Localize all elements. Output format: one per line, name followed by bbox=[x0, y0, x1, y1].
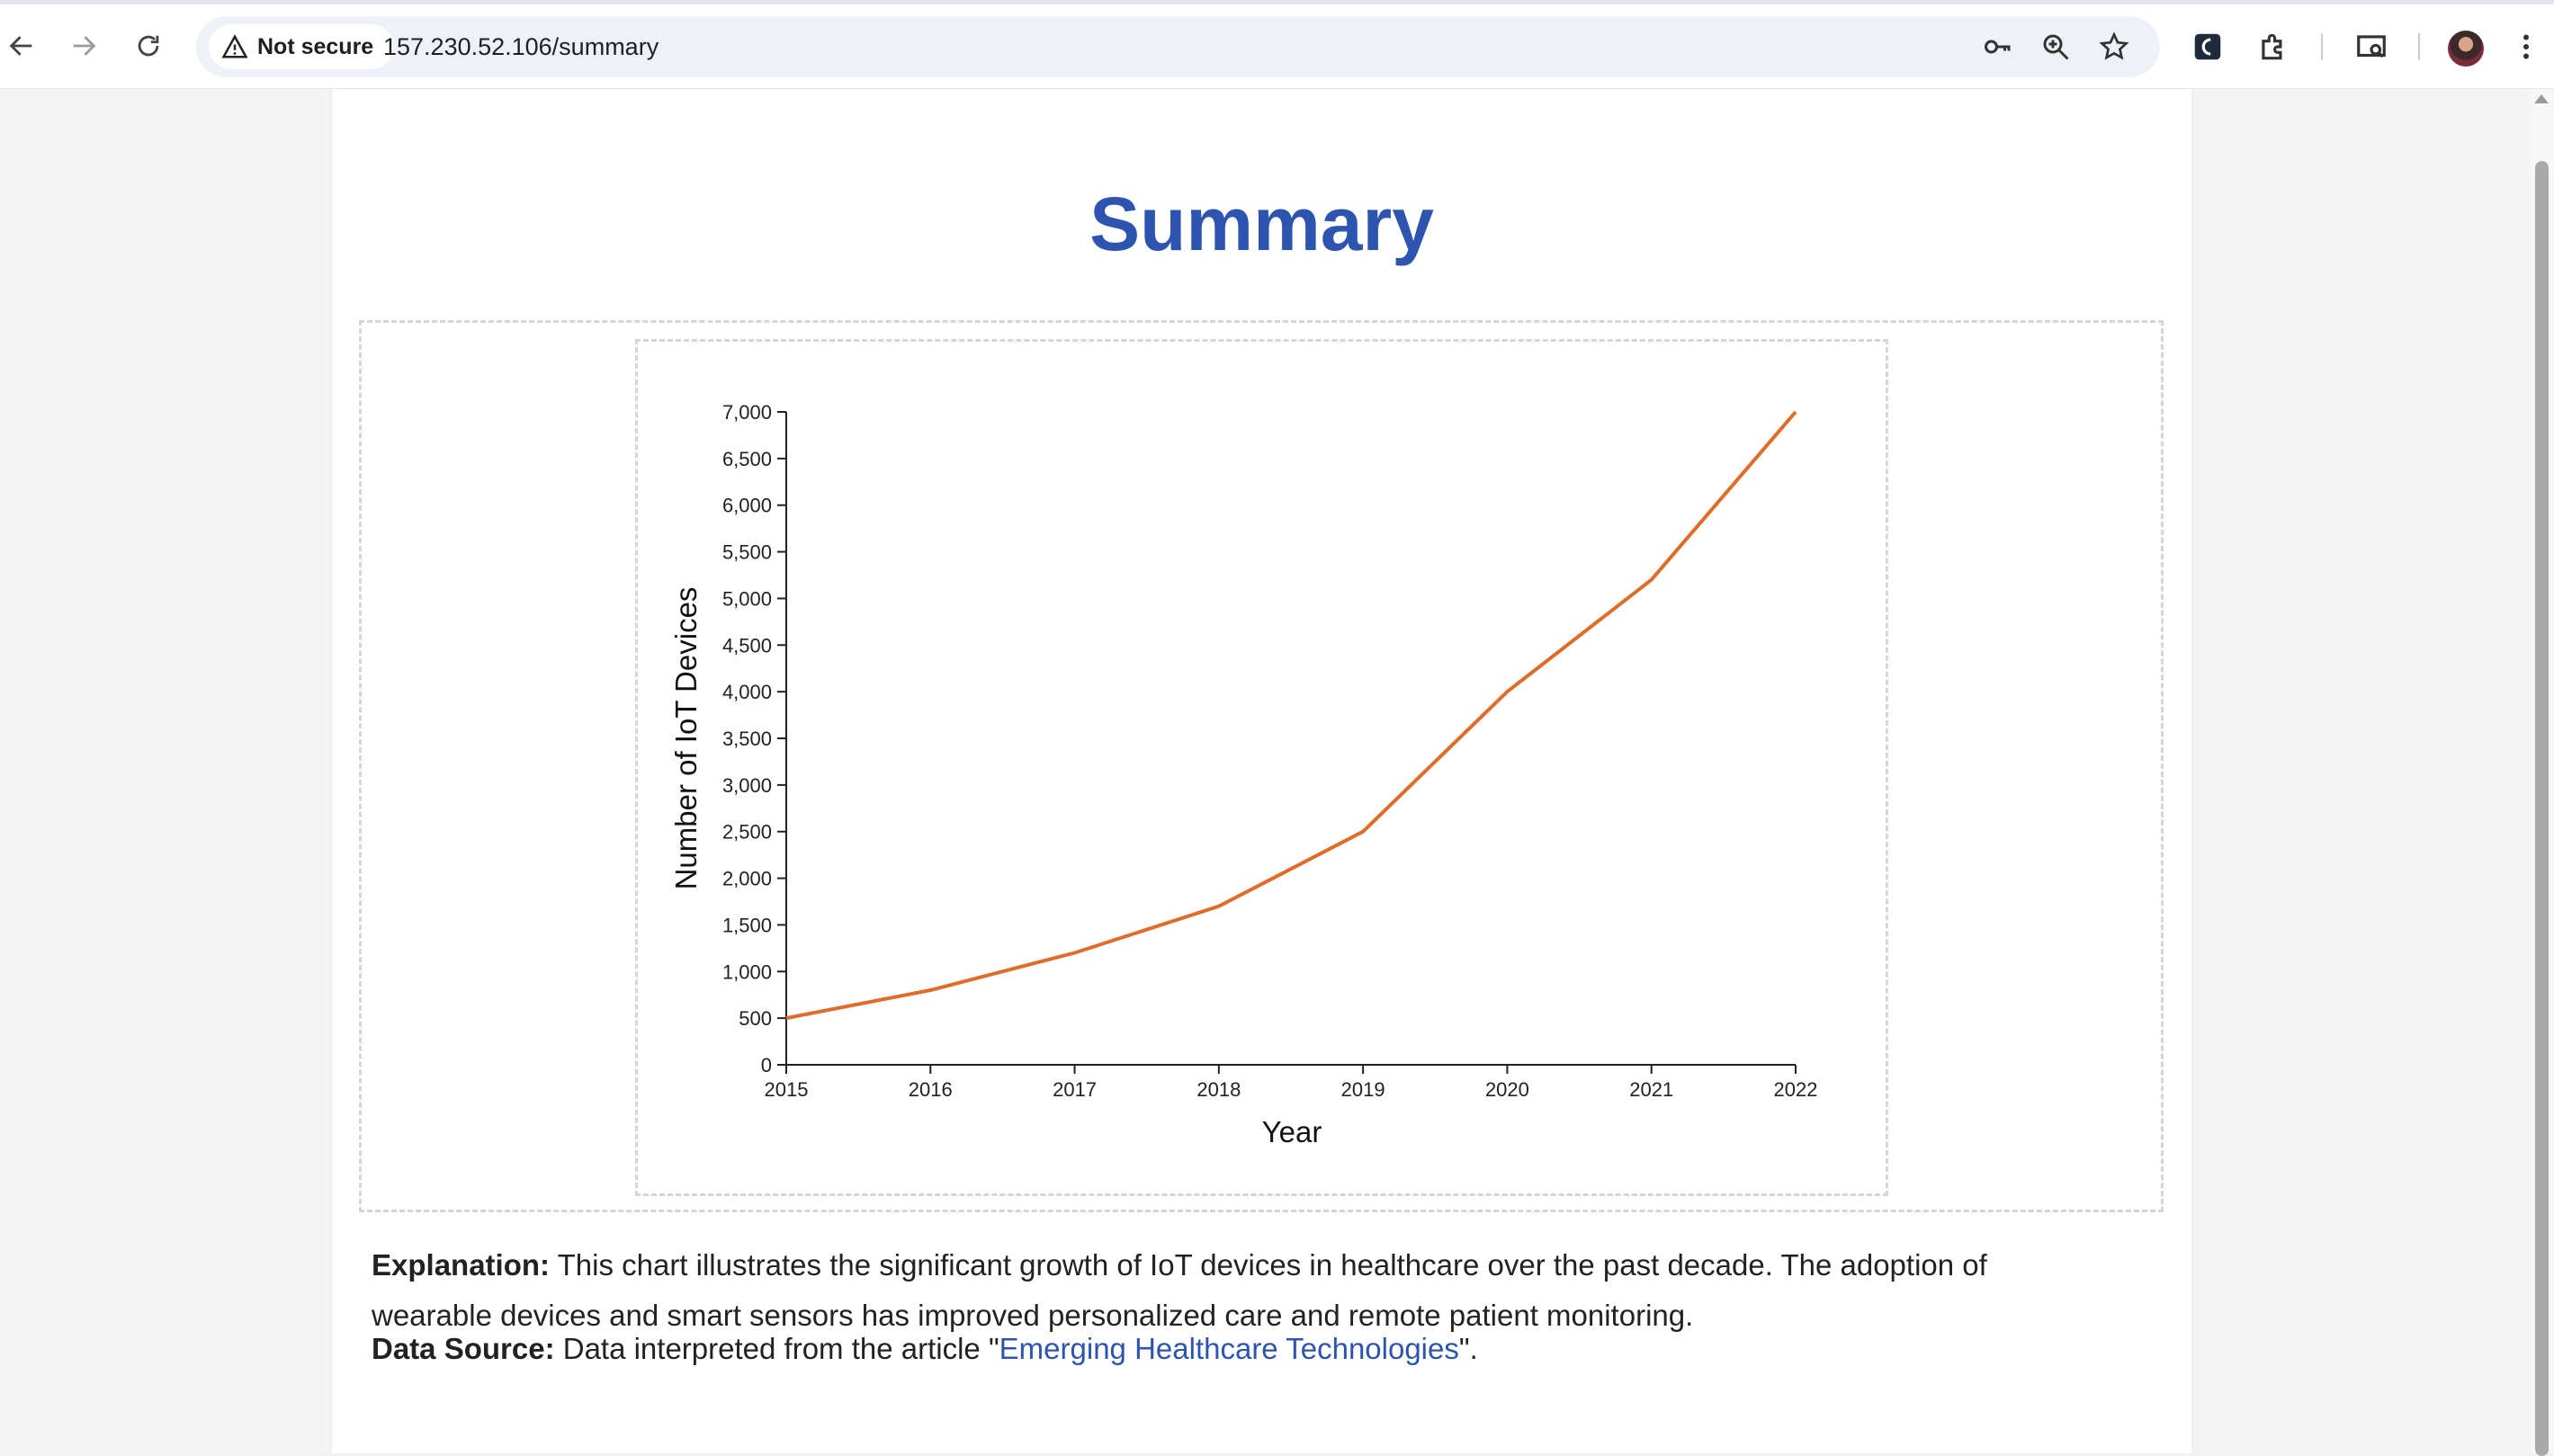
scroll-up-arrow-icon[interactable] bbox=[2534, 94, 2549, 103]
forward-button[interactable] bbox=[62, 24, 105, 67]
data-source-prefix: Data interpreted from the article " bbox=[554, 1332, 999, 1365]
y-tick-label: 0 bbox=[761, 1054, 772, 1076]
data-source-label: Data Source: bbox=[372, 1332, 555, 1365]
explanation-paragraph: Explanation: This chart illustrates the … bbox=[372, 1240, 1987, 1341]
x-tick-label: 2017 bbox=[1053, 1078, 1097, 1101]
page-scrollbar[interactable] bbox=[2530, 89, 2554, 1456]
browser-menu-button[interactable] bbox=[2510, 27, 2542, 67]
tab-search-button[interactable] bbox=[2352, 27, 2391, 67]
x-axis-label: Year bbox=[1262, 1115, 1322, 1148]
x-tick-label: 2022 bbox=[1774, 1078, 1818, 1101]
y-tick-label: 3,000 bbox=[722, 774, 772, 797]
toolbar-separator-2 bbox=[2418, 33, 2420, 60]
y-tick-label: 4,500 bbox=[722, 634, 772, 657]
reload-icon bbox=[138, 35, 159, 57]
zoom-in-icon bbox=[2043, 34, 2069, 60]
browser-toolbar: Not secure 157.230.52.106/summary bbox=[0, 4, 2554, 89]
y-tick-label: 5,500 bbox=[722, 541, 772, 564]
password-key-button[interactable] bbox=[1980, 29, 2016, 65]
security-label: Not secure bbox=[257, 33, 374, 59]
puzzle-icon bbox=[2262, 33, 2282, 60]
data-source-paragraph: Data Source: Data interpreted from the a… bbox=[372, 1324, 1478, 1374]
chart-outer-container bbox=[359, 320, 2164, 1212]
explanation-label: Explanation: bbox=[372, 1248, 551, 1282]
chart-inner-container bbox=[635, 339, 1888, 1196]
extension-app-icon bbox=[2194, 33, 2221, 60]
x-tick-label: 2020 bbox=[1485, 1078, 1529, 1101]
source-article-link[interactable]: Emerging Healthcare Technologies bbox=[999, 1332, 1459, 1365]
kebab-menu-icon bbox=[2523, 34, 2529, 59]
x-tick-label: 2015 bbox=[765, 1078, 809, 1101]
y-tick-label: 1,000 bbox=[722, 960, 772, 983]
key-icon bbox=[1985, 40, 2011, 54]
site-security-chip[interactable]: Not secure bbox=[209, 24, 394, 69]
star-icon bbox=[2099, 31, 2129, 60]
y-tick-label: 4,000 bbox=[722, 681, 772, 703]
x-tick-label: 2016 bbox=[909, 1078, 953, 1101]
y-tick-label: 5,000 bbox=[722, 587, 772, 610]
back-button[interactable] bbox=[0, 24, 43, 67]
extensions-button[interactable] bbox=[2254, 27, 2293, 67]
content-card: Summary 0 500 1,000 1,500 2,000 2,500 3,000 3,5… bbox=[332, 89, 2191, 1453]
y-axis-label: Number of IoT Devices bbox=[669, 587, 703, 890]
y-tick-label: 7,000 bbox=[722, 401, 772, 424]
data-source-suffix: ". bbox=[1458, 1332, 1478, 1365]
y-tick-label: 2,000 bbox=[722, 868, 772, 890]
bookmark-button[interactable] bbox=[2096, 29, 2132, 65]
address-bar[interactable]: Not secure 157.230.52.106/summary bbox=[196, 16, 2160, 77]
x-axis: 2015 2016 2017 2018 2019 2020 2021 2022 bbox=[765, 1064, 1818, 1101]
x-tick-label: 2018 bbox=[1196, 1078, 1241, 1101]
explanation-text: This chart illustrates the significant g… bbox=[550, 1248, 1987, 1282]
y-tick-label: 6,000 bbox=[722, 495, 772, 517]
y-tick-label: 500 bbox=[739, 1007, 772, 1030]
toolbar-separator bbox=[2321, 33, 2323, 60]
series-line bbox=[785, 410, 1797, 1021]
y-tick-label: 3,500 bbox=[722, 728, 772, 750]
explanation-text-2: wearable devices and smart sensors has i… bbox=[372, 1299, 1694, 1332]
page-title: Summary bbox=[1089, 182, 1434, 266]
scrollbar-thumb[interactable] bbox=[2535, 161, 2549, 1456]
extension-app-button[interactable] bbox=[2188, 27, 2227, 67]
profile-avatar[interactable] bbox=[2448, 31, 2484, 67]
x-tick-label: 2021 bbox=[1629, 1078, 1673, 1101]
arrow-left-icon bbox=[9, 36, 32, 56]
tab-strip-edge bbox=[0, 0, 2554, 4]
page-viewport: Summary 0 500 1,000 1,500 2,000 2,500 3,000 3,5… bbox=[0, 89, 2530, 1453]
warning-icon bbox=[221, 34, 248, 58]
y-axis: 0 500 1,000 1,500 2,000 2,500 3,000 3,500 4,000 4… bbox=[722, 401, 787, 1076]
y-tick-label: 1,500 bbox=[722, 914, 772, 936]
url-text[interactable]: 157.230.52.106/summary bbox=[383, 33, 659, 60]
y-tick-label: 2,500 bbox=[722, 821, 772, 844]
arrow-right-icon bbox=[73, 36, 96, 56]
x-tick-label: 2019 bbox=[1341, 1078, 1385, 1101]
reload-button[interactable] bbox=[127, 24, 170, 67]
screen-search-icon bbox=[2357, 35, 2386, 58]
zoom-button[interactable] bbox=[2038, 29, 2074, 65]
y-tick-label: 6,500 bbox=[722, 448, 772, 470]
line-chart: 0 500 1,000 1,500 2,000 2,500 3,000 3,500 4,000 4… bbox=[669, 401, 1818, 1148]
